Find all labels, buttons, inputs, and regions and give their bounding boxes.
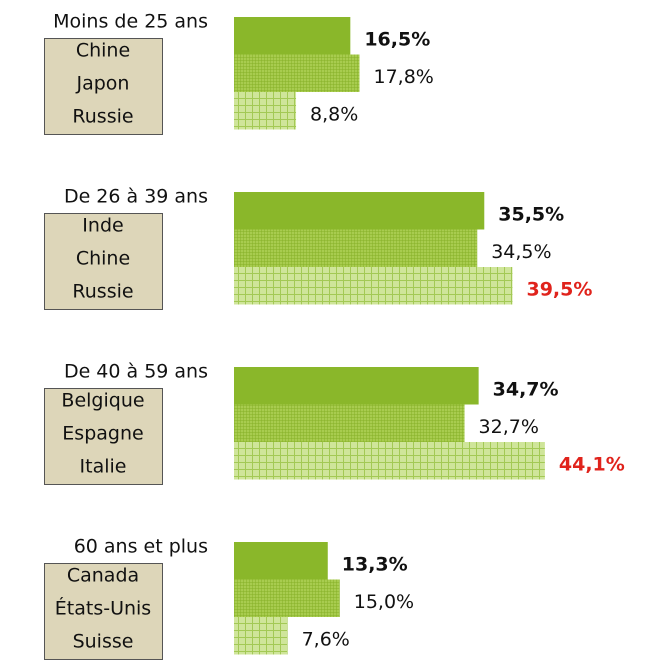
bar (234, 267, 513, 305)
bar (234, 229, 478, 267)
country-box (44, 213, 163, 310)
country-name: États-Unis (55, 597, 151, 620)
country-name: Chine (76, 40, 130, 62)
bar (234, 579, 340, 617)
value-label: 7,6% (302, 629, 350, 651)
country-name: Japon (76, 73, 130, 95)
bar (234, 367, 479, 405)
country-box (44, 38, 163, 135)
bar (234, 404, 465, 442)
value-label: 32,7% (479, 416, 539, 438)
value-label: 16,5% (364, 29, 430, 51)
value-label: 15,0% (354, 591, 414, 613)
country-name: Italie (80, 456, 127, 478)
group-label: Moins de 25 ans (53, 11, 208, 33)
bar (234, 92, 297, 130)
bar (234, 617, 288, 655)
value-label: 44,1% (559, 454, 625, 476)
value-label: 34,5% (491, 241, 551, 263)
group-label: De 40 à 59 ans (64, 361, 208, 383)
value-label: 34,7% (493, 379, 559, 401)
value-label: 39,5% (526, 279, 592, 301)
group-label: De 26 à 39 ans (64, 186, 208, 208)
value-label: 13,3% (342, 554, 408, 576)
country-box (44, 388, 163, 485)
country-name: Canada (67, 565, 139, 587)
bar (234, 442, 545, 480)
country-name: Russie (72, 106, 133, 128)
bar (234, 54, 360, 92)
country-name: Belgique (61, 390, 144, 412)
value-label: 35,5% (498, 204, 564, 226)
country-name: Russie (72, 281, 133, 303)
country-name: Chine (76, 248, 130, 270)
country-box (44, 563, 163, 660)
country-name: Inde (82, 215, 123, 237)
group-label: 60 ans et plus (74, 536, 208, 558)
country-name: Espagne (62, 423, 143, 445)
bar (234, 192, 485, 230)
bar (234, 542, 328, 580)
value-label: 17,8% (373, 66, 433, 88)
bar (234, 17, 351, 55)
country-name: Suisse (73, 631, 134, 653)
value-label: 8,8% (310, 104, 358, 126)
